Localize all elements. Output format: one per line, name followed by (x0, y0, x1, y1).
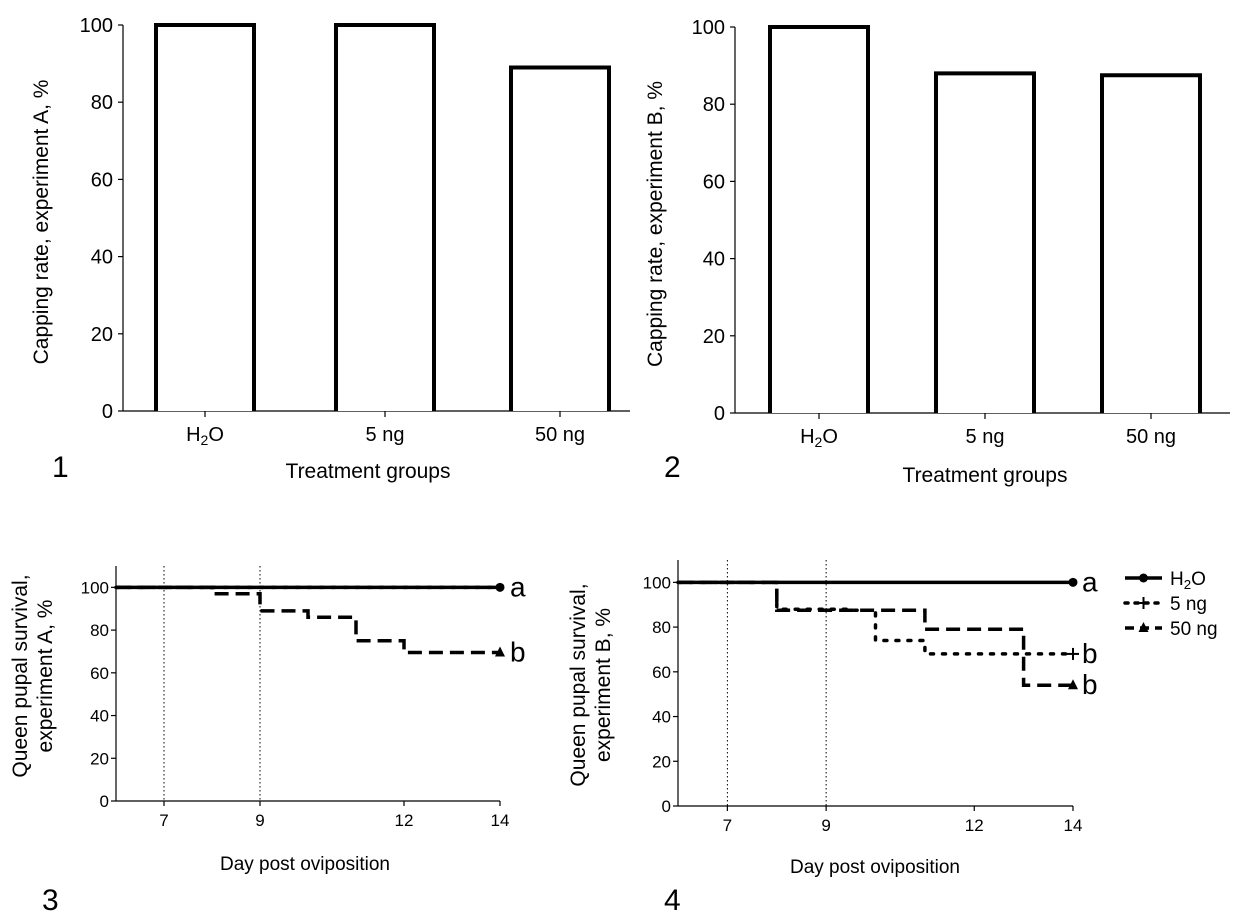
significance-label: b (1082, 638, 1098, 669)
x-tick-label: 5 ng (366, 424, 405, 446)
legend-marker-circle (1139, 573, 1148, 583)
bar (334, 23, 436, 411)
x-tick-label: H2O (186, 424, 224, 448)
y-tick-label: 40 (703, 249, 725, 271)
y-tick-label: 80 (652, 618, 671, 637)
panel-3-ylabel-line-2: experiment A, % (34, 600, 57, 753)
panel-1-number: 1 (52, 451, 69, 484)
x-tick-label: 9 (821, 816, 830, 835)
y-tick-label: 60 (703, 171, 725, 193)
y-tick-label: 80 (703, 94, 725, 116)
panel-3-ylabel-line-1: Queen pupal survival, (9, 574, 32, 777)
panel-2: Capping rate, experiment B, % Treatment … (644, 17, 1230, 487)
y-tick-label: 0 (714, 403, 725, 425)
significance-label: a (510, 571, 526, 602)
panel-2-xlabel: Treatment groups (903, 464, 1068, 487)
bar (934, 71, 1036, 413)
panel-2-ylabel: Capping rate, experiment B, % (644, 81, 667, 367)
panel-3: Queen pupal survival, experiment A, % Da… (9, 566, 526, 917)
significance-label: b (1082, 669, 1098, 700)
y-tick-label: 20 (91, 324, 113, 346)
series-end-marker (1068, 679, 1078, 690)
y-tick-label: 40 (652, 708, 671, 727)
panel-1-plot-area: 0 20 40 60 80 100 H2O 5 ng 50 ng (80, 15, 630, 448)
panel-4-number: 4 (664, 884, 681, 917)
y-tick-label: 0 (102, 401, 113, 423)
panel-4: Queen pupal survival, experiment B, % Da… (567, 560, 1218, 917)
series-end-marker (495, 646, 505, 657)
y-tick-label: 80 (90, 621, 109, 640)
y-tick-label: 60 (91, 169, 113, 191)
significance-label: b (510, 637, 526, 668)
panel-4-xlabel: Day post oviposition (790, 857, 960, 878)
y-tick-label: 100 (81, 578, 109, 597)
y-tick-label: 0 (662, 797, 671, 816)
y-tick-label: 40 (90, 707, 109, 726)
x-tick-label: 14 (1064, 816, 1083, 835)
bar (154, 23, 256, 411)
y-tick-label: 60 (652, 663, 671, 682)
panel-1-xlabel: Treatment groups (286, 460, 451, 483)
x-tick-label: 12 (395, 811, 414, 830)
y-tick-label: 20 (90, 749, 109, 768)
x-tick-label: 9 (255, 811, 264, 830)
y-tick-label: 20 (652, 752, 671, 771)
y-tick-label: 80 (91, 92, 113, 114)
y-tick-label: 100 (643, 573, 671, 592)
panel-2-number: 2 (664, 451, 681, 484)
panel-1-ylabel: Capping rate, experiment A, % (30, 80, 53, 365)
x-tick-label: 50 ng (535, 424, 585, 446)
bar (768, 25, 870, 413)
series-line-50ng (678, 580, 1073, 687)
x-tick-label: 7 (723, 816, 732, 835)
x-tick-label: 50 ng (1126, 426, 1176, 448)
panel-3-number: 3 (42, 884, 59, 917)
series-line-50ng (116, 585, 500, 655)
y-tick-label: 60 (90, 664, 109, 683)
y-tick-label: 100 (80, 15, 113, 37)
y-tick-label: 100 (692, 17, 725, 39)
x-tick-label: 7 (159, 811, 168, 830)
y-tick-label: 0 (100, 792, 109, 811)
legend-marker-triangle (1138, 622, 1149, 632)
series-end-marker (495, 582, 505, 592)
x-tick-label: 14 (491, 811, 510, 830)
y-tick-label: 40 (91, 247, 113, 269)
panel-2-plot-area: 0 20 40 60 80 100 H2O 5 ng 50 ng (692, 17, 1230, 450)
legend-label: H2O (1170, 569, 1206, 592)
panel-4-ylabel-line-1: Queen pupal survival, (567, 583, 590, 786)
panel-4-plot-area: 0 20 40 60 80 100 7 9 12 14 bb a (643, 560, 1098, 835)
x-tick-label: 5 ng (966, 426, 1005, 448)
y-tick-label: 20 (703, 326, 725, 348)
panel-1: Capping rate, experiment A, % Treatment … (30, 15, 630, 484)
bar (509, 65, 611, 411)
x-tick-label: H2O (800, 426, 838, 450)
significance-label: a (1082, 566, 1098, 597)
panel-3-plot-area: 0 20 40 60 80 100 7 9 12 14 b a (81, 566, 526, 830)
panel-4-ylabel-line-2: experiment B, % (592, 608, 615, 762)
legend-label: 50 ng (1170, 619, 1218, 640)
legend-label: 5 ng (1170, 594, 1207, 615)
series-line-5ng (676, 580, 1075, 656)
panel-3-xlabel: Day post oviposition (220, 854, 390, 875)
series-end-marker (1068, 577, 1078, 587)
x-tick-label: 12 (965, 816, 984, 835)
bar (1100, 73, 1202, 413)
